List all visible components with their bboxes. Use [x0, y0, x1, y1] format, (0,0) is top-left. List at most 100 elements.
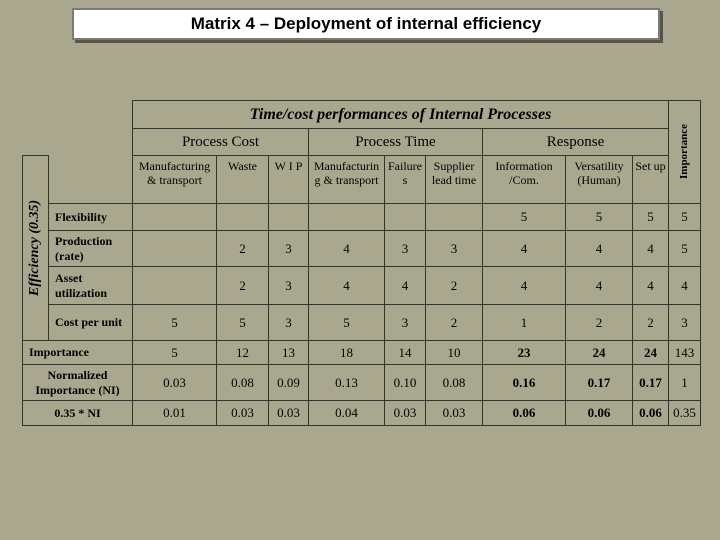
- summary-cell-text: 0.03: [393, 405, 417, 421]
- table-cell: [384, 203, 426, 231]
- table-cell: 3: [668, 304, 701, 341]
- table-cell-text: 4: [401, 277, 409, 293]
- summary-cell-text: 0.01: [163, 405, 186, 421]
- table-cell: 4: [482, 230, 566, 267]
- slide-title: Matrix 4 – Deployment of internal effici…: [72, 8, 660, 40]
- column-header: Supplier lead time: [425, 155, 483, 204]
- table-cell: 4: [384, 266, 426, 305]
- column-header: Manufacturing & transport: [308, 155, 385, 204]
- table-cell: 3: [268, 304, 309, 341]
- table-cell: 4: [565, 266, 633, 305]
- table-cell: 2: [216, 230, 269, 267]
- table-cell-text: 5: [171, 314, 178, 330]
- table-cell-text: 5: [647, 209, 654, 225]
- table-cell: [268, 203, 309, 231]
- summary-cell-text: 14: [398, 344, 412, 360]
- group-header-text: Process Time: [355, 134, 436, 150]
- summary-cell: 10: [425, 340, 483, 365]
- table-cell-text: 2: [647, 314, 654, 330]
- summary-cell: 5: [132, 340, 217, 365]
- table-cell: 5: [565, 203, 633, 231]
- table-cell: 4: [565, 230, 633, 267]
- summary-cell-text: 13: [282, 344, 295, 360]
- summary-cell-text: 1: [681, 374, 688, 390]
- summary-cell: 0.03: [384, 400, 426, 426]
- summary-cell-text: 0.09: [277, 374, 300, 390]
- summary-cell-text: 0.35: [673, 405, 696, 421]
- table-cell: 5: [308, 304, 385, 341]
- summary-label-text: 0.35 * NI: [54, 405, 101, 420]
- group-header: Process Cost: [132, 128, 309, 156]
- summary-cell: 12: [216, 340, 269, 365]
- table-cell: 2: [632, 304, 669, 341]
- summary-cell-text: 23: [517, 344, 531, 360]
- summary-cell: 24: [565, 340, 633, 365]
- table-cell-text: 4: [595, 240, 603, 256]
- table-cell: [132, 266, 217, 305]
- table-cell-text: 3: [285, 277, 292, 293]
- table-cell: 5: [632, 203, 669, 231]
- caption: Time/cost performances of Internal Proce…: [132, 100, 669, 129]
- side-label-text: Efficiency (0.35): [27, 199, 43, 297]
- table-cell: [425, 203, 483, 231]
- table-cell-text: 4: [681, 277, 688, 293]
- summary-cell: 0.06: [565, 400, 633, 426]
- summary-cell-text: 5: [171, 344, 178, 360]
- column-header-text: Failures: [388, 159, 422, 188]
- table-cell-text: 4: [520, 277, 528, 293]
- table-cell-text: 5: [343, 314, 350, 330]
- table-cell: 5: [482, 203, 566, 231]
- table-cell: 4: [632, 230, 669, 267]
- table-cell: 5: [668, 203, 701, 231]
- table-cell-text: 4: [595, 277, 603, 293]
- table-cell-text: 1: [520, 314, 528, 330]
- group-header: Response: [482, 128, 669, 156]
- table-cell-text: 4: [343, 277, 350, 293]
- table-cell-text: 5: [595, 209, 603, 225]
- column-header: Failures: [384, 155, 426, 204]
- summary-cell: 0.04: [308, 400, 385, 426]
- summary-cell-text: 24: [644, 344, 657, 360]
- table-cell: 4: [482, 266, 566, 305]
- table-cell: [216, 203, 269, 231]
- table-cell-text: 5: [239, 314, 246, 330]
- column-header-text: Supplier lead time: [431, 159, 477, 188]
- table-cell-text: 5: [681, 240, 688, 256]
- table-cell-text: 4: [343, 240, 350, 256]
- summary-cell: 18: [308, 340, 385, 365]
- summary-cell-text: 0.16: [512, 374, 536, 390]
- summary-cell-text: 0.03: [163, 374, 186, 390]
- summary-cell: 0.09: [268, 364, 309, 401]
- row-label: Cost per unit: [48, 304, 133, 341]
- summary-cell: 13: [268, 340, 309, 365]
- table-cell: [132, 203, 217, 231]
- summary-cell: 14: [384, 340, 426, 365]
- table-cell: 3: [268, 230, 309, 267]
- table-cell-text: 3: [285, 314, 292, 330]
- summary-cell-text: 18: [340, 344, 353, 360]
- group-header: Process Time: [308, 128, 483, 156]
- group-header-text: Response: [546, 134, 605, 150]
- column-header-text: Information /Com.: [495, 159, 553, 188]
- table-cell-text: 2: [450, 314, 458, 330]
- column-header: Set up: [632, 155, 669, 204]
- summary-cell: 0.08: [425, 364, 483, 401]
- importance-header: Importance: [668, 100, 701, 204]
- summary-label: 0.35 * NI: [22, 400, 133, 426]
- summary-cell: 24: [632, 340, 669, 365]
- table-cell: 5: [216, 304, 269, 341]
- summary-label: Importance: [22, 340, 133, 365]
- importance-header-text: Importance: [677, 124, 690, 180]
- summary-cell-text: 0.17: [639, 374, 662, 390]
- summary-cell: 0.03: [216, 400, 269, 426]
- summary-cell: 1: [668, 364, 701, 401]
- summary-cell-text: 0.03: [231, 405, 254, 421]
- summary-cell: 0.13: [308, 364, 385, 401]
- table-cell: 3: [384, 230, 426, 267]
- table-cell: 4: [308, 266, 385, 305]
- summary-cell-text: 10: [447, 344, 461, 360]
- summary-cell: 0.16: [482, 364, 566, 401]
- row-label-text: Flexibility: [55, 209, 107, 224]
- table-cell-text: 4: [647, 240, 654, 256]
- column-header: W I P: [268, 155, 309, 204]
